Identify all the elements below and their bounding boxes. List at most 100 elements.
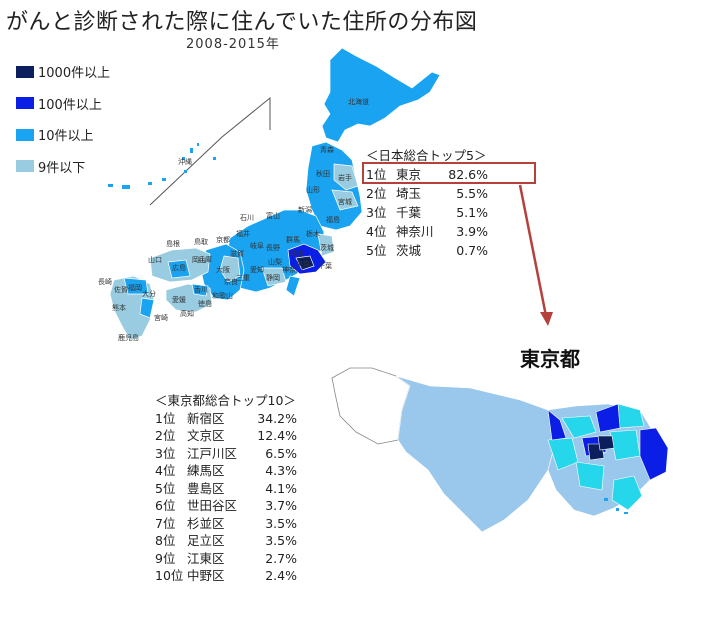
legend-swatch xyxy=(16,97,34,110)
name-cell: 中野区 xyxy=(187,568,225,583)
map-label-kanagawa: 神奈川 xyxy=(282,265,303,274)
table-row: 2位 文京区 12.4% xyxy=(155,427,297,445)
table-row: 4位 練馬区 4.3% xyxy=(155,462,297,480)
name-cell: 江東区 xyxy=(187,550,225,566)
map-label-miyazaki: 宮崎 xyxy=(154,313,168,322)
map-label-toyama: 富山 xyxy=(266,211,280,220)
kagawa-region xyxy=(191,283,209,297)
rank-cell: 6位 xyxy=(155,498,176,513)
legend-item-10plus: 10件以上 xyxy=(16,119,110,151)
map-label-iwate: 岩手 xyxy=(338,173,352,182)
rank-cell: 5位 xyxy=(155,480,176,496)
name-cell: 練馬区 xyxy=(187,463,225,478)
pct-cell: 3.5% xyxy=(265,515,297,531)
table-row: 8位 足立区 3.5% xyxy=(155,532,297,550)
map-label-mie: 三重 xyxy=(236,274,250,282)
map-label-niigata: 新潟 xyxy=(298,205,312,214)
rank-cell: 4位 xyxy=(155,463,176,478)
pointer-arrow xyxy=(518,184,548,317)
rank-cell: 8位 xyxy=(155,533,176,548)
iwate-region xyxy=(333,163,359,191)
tokyo-wards-blue-1 xyxy=(547,409,567,441)
map-label-fukushima: 福島 xyxy=(326,215,340,224)
pct-cell: 3.7% xyxy=(265,498,297,513)
table-row: 10位 中野区 2.4% xyxy=(155,567,297,585)
table-row: 5位 茨城 0.7% xyxy=(366,241,488,260)
table-row: 5位 豊島区 4.1% xyxy=(155,480,297,498)
map-label-saga: 佐賀 xyxy=(114,285,128,294)
name-cell: 豊島区 xyxy=(187,480,225,496)
map-label-okayama: 岡山 xyxy=(192,255,206,264)
pct-cell: 5.5% xyxy=(456,186,488,201)
map-label-hokkaido: 北海道 xyxy=(348,97,369,106)
pct-cell: 6.5% xyxy=(265,445,297,461)
legend-item-1000plus: 1000件以上 xyxy=(16,56,110,88)
map-label-osaka: 大阪 xyxy=(216,265,230,274)
name-cell: 足立区 xyxy=(187,533,225,548)
page-title: がんと診断された際に住んでいた住所の分布図 xyxy=(6,10,478,35)
table-row: 3位 千葉 5.1% xyxy=(366,203,488,222)
izu-peninsula xyxy=(285,275,301,297)
pct-cell: 3.9% xyxy=(456,224,488,239)
tokyo-top10-table: ＜東京都総合トップ10＞ 1位 新宿区 34.2% 2位 文京区 12.4% 3… xyxy=(155,392,297,585)
map-label-shimane: 島根 xyxy=(166,239,180,248)
pct-cell: 4.1% xyxy=(265,480,297,496)
name-cell: 江戸川区 xyxy=(187,445,238,461)
tokyo-wards-cyan-north xyxy=(561,415,597,439)
legend-label: 10件以上 xyxy=(38,129,94,145)
miyagi-region xyxy=(331,189,359,211)
map-label-saitama: 埼玉 xyxy=(290,249,304,258)
tokyo-wards-blue-3 xyxy=(639,427,669,481)
rank-cell: 3位 xyxy=(155,445,176,461)
map-label-okinawa: 沖縄 xyxy=(178,157,192,166)
table-row: 7位 杉並区 3.5% xyxy=(155,515,297,533)
tokyo-wards-cyan-south xyxy=(575,461,605,491)
japan-top5-heading: ＜日本総合トップ5＞ xyxy=(366,148,487,163)
rank-cell: 1位 xyxy=(366,167,387,182)
map-label-aichi: 愛知 xyxy=(250,265,264,274)
page-subtitle: 2008-2015年 xyxy=(186,37,280,52)
map-label-ibaraki: 茨城 xyxy=(320,243,334,252)
name-cell: 文京区 xyxy=(187,428,225,443)
rank-cell: 10位 xyxy=(155,568,184,583)
table-row: 1位 東京 82.6% xyxy=(366,165,488,184)
pct-cell: 5.1% xyxy=(456,205,488,220)
table-row: 1位 新宿区 34.2% xyxy=(155,410,297,428)
name-cell: 東京 xyxy=(396,167,422,182)
table-row: 2位 埼玉 5.5% xyxy=(366,184,488,203)
map-label-tokushima: 徳島 xyxy=(198,299,212,308)
map-label-kagawa: 香川 xyxy=(194,285,208,294)
ibaraki-region xyxy=(317,233,335,257)
pct-cell: 2.4% xyxy=(265,568,297,583)
legend-label: 1000件以上 xyxy=(38,66,111,82)
rank-cell: 3位 xyxy=(366,205,387,220)
map-label-shizuoka: 静岡 xyxy=(266,273,280,282)
name-cell: 新宿区 xyxy=(187,410,225,426)
legend-label: 100件以上 xyxy=(38,97,102,113)
map-label-yamaguchi: 山口 xyxy=(148,255,162,264)
name-cell: 千葉 xyxy=(396,205,422,220)
map-label-fukuoka: 福岡 xyxy=(128,283,142,292)
japan-top5-table: ＜日本総合トップ5＞ 1位 東京 82.6% 2位 埼玉 5.5% 3位 千葉 … xyxy=(366,146,488,260)
rank-cell: 7位 xyxy=(155,515,176,531)
map-label-kochi: 高知 xyxy=(180,309,194,318)
map-label-yamanashi: 山梨 xyxy=(268,257,282,266)
pct-cell: 3.5% xyxy=(265,533,297,548)
map-label-oita: 大分 xyxy=(142,289,156,298)
rank-cell: 9位 xyxy=(155,550,176,566)
name-cell: 杉並区 xyxy=(187,515,225,531)
tokyo-wards-cyan-ne xyxy=(617,403,645,429)
tokyo-bay-dots xyxy=(604,498,628,514)
table-row: 4位 神奈川 3.9% xyxy=(366,222,488,241)
name-cell: 茨城 xyxy=(396,243,422,258)
pct-cell: 12.4% xyxy=(257,428,297,443)
map-label-fukui: 福井 xyxy=(236,229,250,238)
map-label-ehime: 愛媛 xyxy=(172,295,186,304)
highlight-box-tokyo xyxy=(362,162,536,184)
map-label-aomori: 青森 xyxy=(320,145,334,154)
okinawa-islands xyxy=(108,143,216,189)
rank-cell: 1位 xyxy=(155,410,176,426)
hiroshima-region xyxy=(167,259,191,279)
legend-swatch xyxy=(16,65,34,78)
